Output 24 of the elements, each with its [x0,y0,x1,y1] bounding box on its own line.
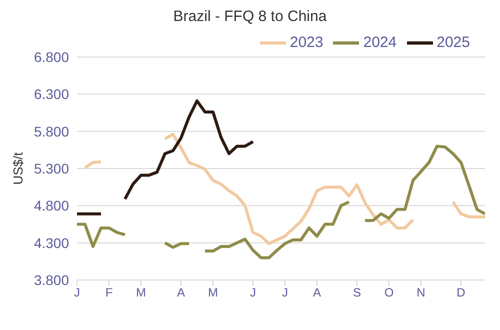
x-tick-label: O [384,286,394,300]
x-tick-label: M [208,286,218,300]
x-tick-label: D [456,286,466,300]
y-axis-title: US$/t [10,152,26,185]
y-tick-label: 6.300 [34,86,70,102]
y-tick-label: 5.800 [34,123,70,140]
x-tick-label: A [312,286,322,300]
y-tick-label: 5.300 [34,160,70,176]
x-tick-label: A [176,286,186,300]
x-tick-label: J [250,286,256,300]
x-tick-label: N [416,286,426,300]
y-tick-label: 4.800 [34,198,70,214]
y-tick-label: 6.800 [34,48,70,65]
legend-label: 2024 [363,34,397,51]
y-tick-label: 3.800 [34,272,70,288]
x-tick-label: F [105,286,113,300]
y-tick-label: 4.300 [34,234,70,251]
x-tick-label: J [74,286,80,300]
x-tick-label: S [352,286,362,300]
x-tick-label: M [136,286,146,300]
x-tick-label: J [282,286,288,300]
legend-label: 2023 [290,34,324,51]
chart-title: Brazil - FFQ 8 to China [172,8,328,25]
legend-label: 2025 [436,34,470,51]
